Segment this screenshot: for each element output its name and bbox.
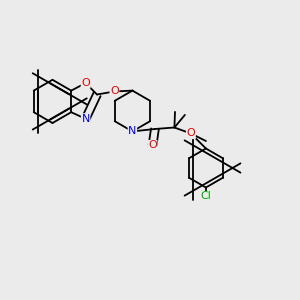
Text: O: O (187, 128, 195, 139)
Text: O: O (81, 78, 90, 88)
Text: O: O (148, 140, 157, 151)
Text: Cl: Cl (200, 191, 211, 202)
Text: N: N (128, 126, 136, 136)
Text: N: N (81, 114, 90, 124)
Text: O: O (110, 86, 119, 97)
